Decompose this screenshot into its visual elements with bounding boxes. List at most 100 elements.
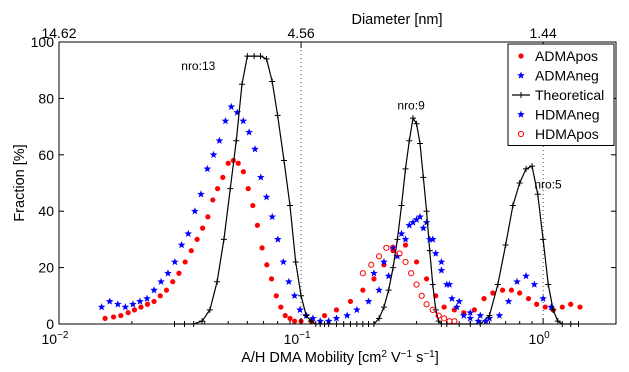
x2-tick-label: 1.44: [530, 25, 557, 41]
data-point: [170, 279, 176, 285]
data-point: [347, 298, 354, 305]
data-point: [303, 312, 310, 319]
data-point: [308, 318, 315, 325]
legend-marker: [518, 92, 524, 98]
data-point: [408, 270, 415, 277]
data-point: [390, 264, 397, 271]
data-point: [413, 281, 420, 288]
x-tick-label: 10−1: [284, 330, 311, 347]
annotation-label: nro:13: [181, 59, 215, 73]
data-point: [459, 311, 468, 319]
data-point: [210, 197, 216, 203]
data-point: [402, 165, 409, 172]
data-point: [522, 272, 530, 280]
data-point: [394, 236, 401, 243]
data-point: [523, 165, 530, 172]
data-point: [203, 164, 212, 173]
data-point: [324, 317, 333, 325]
data-point: [118, 312, 124, 319]
data-point: [402, 242, 409, 248]
data-point: [508, 287, 515, 293]
data-point: [384, 272, 393, 280]
data-point: [420, 174, 427, 181]
data-point: [471, 307, 477, 313]
data-point: [321, 312, 328, 319]
data-point: [268, 276, 275, 282]
data-point: [568, 301, 574, 307]
data-point: [425, 235, 434, 243]
data-point: [486, 312, 493, 319]
data-point: [509, 202, 516, 209]
data-point: [268, 212, 277, 221]
data-point: [499, 287, 506, 293]
data-point: [423, 208, 430, 215]
data-point: [534, 191, 541, 198]
y-tick-label: 60: [38, 147, 54, 163]
data-point: [542, 304, 548, 310]
data-point: [368, 261, 375, 268]
y-axis-title: Fraction [%]: [12, 144, 28, 221]
data-point: [396, 250, 403, 257]
data-point: [221, 116, 230, 125]
data-point: [437, 266, 446, 274]
data-point: [282, 312, 288, 319]
data-point: [375, 286, 383, 294]
data-point: [437, 257, 446, 266]
data-point: [244, 53, 251, 60]
data-point: [370, 269, 378, 277]
legend-entry: Theoretical: [535, 87, 604, 103]
data-point: [176, 270, 182, 276]
data-point: [490, 290, 496, 296]
data-point: [182, 259, 188, 265]
data-point: [273, 293, 279, 299]
y-tick-label: 0: [46, 316, 54, 332]
series-line-theoretical: [174, 55, 579, 325]
data-point: [466, 308, 475, 316]
data-point: [143, 294, 151, 302]
y-tick-label: 20: [38, 260, 54, 276]
data-point: [416, 212, 424, 221]
data-point: [274, 235, 282, 243]
data-point: [423, 301, 430, 308]
data-point: [540, 236, 547, 243]
data-point: [332, 314, 341, 322]
data-point: [205, 214, 211, 220]
data-point: [263, 55, 270, 62]
data-point: [257, 53, 264, 60]
data-point: [360, 287, 366, 293]
data-point: [343, 311, 351, 319]
legend: ADMApos ADMAneg Theoretical HDMAneg HDMApos: [507, 43, 615, 146]
data-point: [413, 259, 420, 265]
data-point: [443, 280, 451, 288]
data-point: [428, 235, 437, 243]
x-tick-label: 100: [529, 330, 551, 347]
data-point: [418, 292, 425, 299]
data-point: [209, 150, 218, 159]
legend-entry: HDMAneg: [535, 107, 600, 123]
data-point: [251, 53, 258, 60]
data-point: [441, 315, 448, 322]
data-point: [191, 207, 199, 215]
data-point: [431, 249, 440, 257]
data-point: [401, 235, 410, 243]
data-point: [157, 277, 165, 285]
data-point: [353, 305, 361, 314]
data-point: [316, 317, 325, 325]
legend-entry: ADMAneg: [535, 68, 599, 84]
data-point: [494, 281, 501, 288]
data-point: [269, 78, 276, 85]
data-point: [188, 248, 194, 254]
data-point: [184, 229, 193, 237]
x-axis-title: A/H DMA Mobility [cm2 V−1 s−1]: [241, 349, 439, 366]
data-point: [264, 262, 270, 268]
data-point: [233, 137, 240, 144]
data-point: [376, 315, 383, 322]
data-point: [150, 286, 158, 294]
data-point: [197, 190, 205, 198]
data-point: [220, 174, 226, 180]
data-point: [406, 137, 413, 144]
data-point: [413, 120, 420, 127]
data-point: [525, 296, 532, 302]
data-point: [426, 247, 433, 254]
